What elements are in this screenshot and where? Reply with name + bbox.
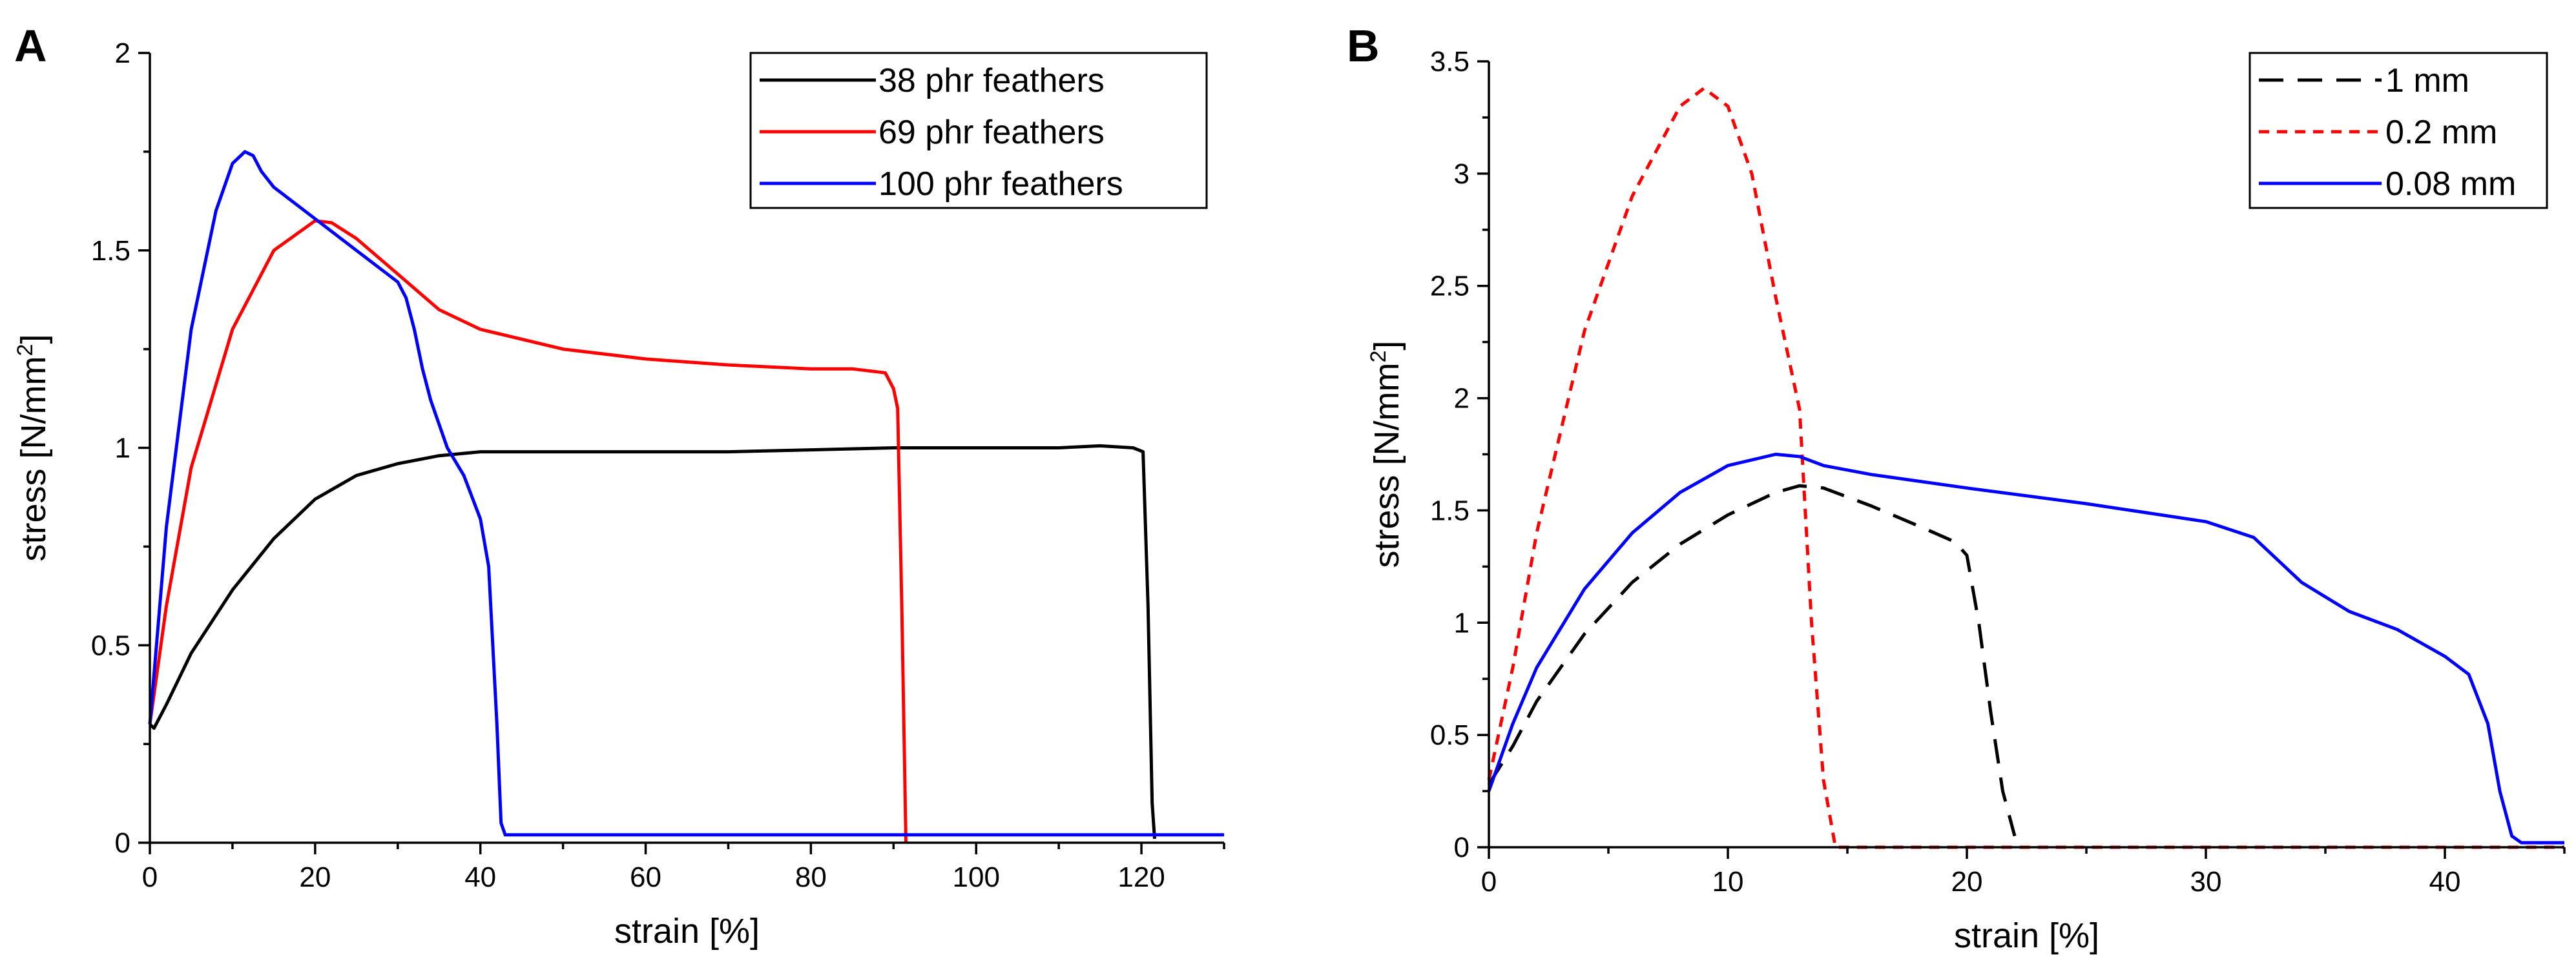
panel-b-y-axis-title: stress [N/mm2]: [1366, 341, 1406, 568]
panel-a-x-tick-label: 60: [630, 861, 661, 893]
panel-a-legend-label-2: 69 phr feathers: [878, 114, 1105, 151]
panel-b-series-3-line: [1487, 453, 2564, 845]
panel-b-y-tick-label: 2: [1454, 383, 1470, 415]
panel-b-x-tick-label: 0: [1481, 866, 1497, 898]
panel-a-label: A: [14, 21, 47, 71]
panel-a-y-tick-label: 2: [115, 37, 130, 69]
panel-b-legend-label-3: 0.08 mm: [2385, 165, 2516, 203]
panel-b-x-tick-label: 30: [2190, 866, 2222, 898]
panel-b-y-axis-title-close: ]: [1367, 341, 1406, 351]
panel-a-legend-label-3: 100 phr feathers: [878, 165, 1123, 203]
panel-b-y-tick-label: 2.5: [1430, 271, 1470, 302]
panel-b-y-tick-label: 1: [1454, 607, 1470, 639]
panel-b-x-tick-label: 40: [2429, 866, 2461, 898]
panel-a-x-tick-label: 40: [464, 861, 496, 893]
panel-a-x-tick-label: 0: [142, 861, 158, 893]
panel-a-y-axis-title: stress [N/mm2]: [13, 335, 53, 562]
panel-a-x-tick-label: 100: [953, 861, 1000, 893]
panel-a-chart: A 0 20 40 60 80 100 120 0 0.5 1 1.5 2 strain [%] stres…: [13, 21, 1225, 951]
panel-a-y-tick-label: 1.5: [91, 235, 130, 267]
panel-b-y-tick-label: 0.5: [1430, 719, 1470, 751]
panel-a-y-axis-title-main: stress [N/mm: [14, 356, 53, 561]
panel-a-y-tick-label: 1: [115, 433, 130, 464]
panel-a-x-tick-label: 20: [299, 861, 331, 893]
panel-a-y-axis-title-close: ]: [14, 335, 53, 344]
panel-a-series-3-line: [148, 150, 1224, 837]
panel-b-x-axis-title: strain [%]: [1954, 916, 2099, 955]
panel-b-y-axis-title-main: stress [N/mm: [1367, 362, 1406, 568]
panel-a-y-tick-label: 0: [115, 827, 130, 859]
panel-b-y-tick-label: 1.5: [1430, 495, 1470, 526]
panel-a-y-axis-title-sup: 2: [13, 344, 37, 356]
panel-b-series-1-line: [1487, 484, 2017, 837]
panel-a-legend-label-1: 38 phr feathers: [878, 62, 1105, 99]
panel-a-x-tick-label: 120: [1117, 861, 1165, 893]
panel-a-series-2-line: [148, 219, 908, 843]
panel-a-y-tick-label: 0.5: [91, 630, 130, 661]
panel-a-x-axis-title: strain [%]: [614, 912, 760, 951]
panel-b-x-tick-label: 10: [1712, 866, 1744, 898]
panel-b-label: B: [1347, 21, 1380, 71]
panel-a-x-tick-label: 80: [795, 861, 827, 893]
panel-a-series-1-line: [149, 444, 1156, 839]
panel-b-y-tick-label: 0: [1454, 832, 1470, 863]
panel-b-y-tick-label: 3.5: [1430, 46, 1470, 77]
panel-b-legend-label-1: 1 mm: [2385, 62, 2469, 99]
panel-b-y-axis-title-sup: 2: [1366, 351, 1391, 363]
panel-a-legend: 38 phr feathers 69 phr feathers 100 phr fe…: [749, 52, 1208, 209]
panel-b-x-tick-label: 20: [1951, 866, 1983, 898]
panel-b-y-tick-label: 3: [1454, 158, 1470, 190]
panel-b-chart: B 0 10 20 30 40 0 0.5 1 1.5 2 2.5 3 3.5 strain [%] stre…: [1347, 21, 2566, 955]
panel-b-legend-label-2: 0.2 mm: [2385, 114, 2497, 151]
panel-b-legend: 1 mm 0.2 mm 0.08 mm: [2249, 52, 2548, 209]
